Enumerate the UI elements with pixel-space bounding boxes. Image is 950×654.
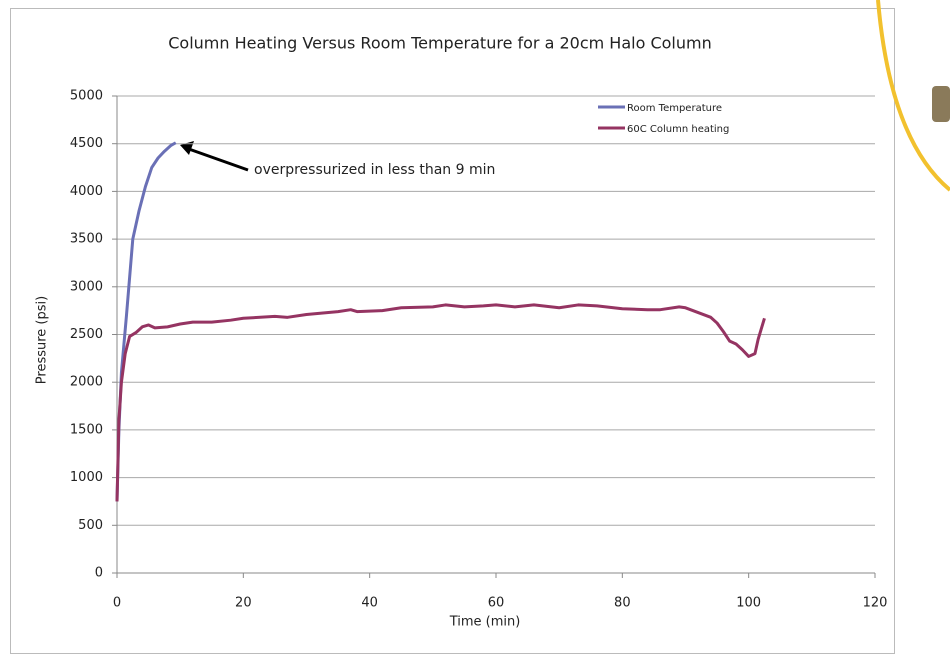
- annotation: overpressurized in less than 9 min: [254, 162, 495, 178]
- x-tick-label: 40: [361, 596, 378, 611]
- chart-title: Column Heating Versus Room Temperature f…: [168, 34, 711, 53]
- y-axis-label: Pressure (psi): [35, 296, 50, 384]
- annotation-arrowhead: [180, 141, 194, 155]
- chart: Column Heating Versus Room Temperature f…: [0, 0, 950, 654]
- y-tick-label: 1500: [70, 422, 103, 437]
- x-axis-label: Time (min): [449, 615, 521, 630]
- x-tick-label: 60: [488, 596, 505, 611]
- x-tick-label: 100: [736, 596, 761, 611]
- y-tick-label: 2500: [70, 327, 103, 342]
- annotation-arrow: [186, 148, 248, 170]
- page: {"chart_data": {"type": "line", "title":…: [0, 0, 950, 654]
- y-tick-label: 4500: [70, 136, 103, 151]
- y-tick-label: 0: [95, 566, 103, 581]
- legend-label: 60C Column heating: [627, 124, 729, 135]
- series-line: [117, 143, 176, 502]
- decor-object: [932, 86, 950, 122]
- x-tick-label: 120: [863, 596, 888, 611]
- x-tick-label: 80: [614, 596, 631, 611]
- y-tick-label: 5000: [70, 89, 103, 104]
- y-tick-label: 500: [78, 518, 103, 533]
- x-tick-label: 20: [235, 596, 252, 611]
- y-tick-label: 3500: [70, 232, 103, 247]
- y-tick-label: 2000: [70, 375, 103, 390]
- y-tick-label: 4000: [70, 184, 103, 199]
- x-tick-label: 0: [113, 596, 121, 611]
- y-tick-label: 3000: [70, 279, 103, 294]
- legend-label: Room Temperature: [627, 103, 722, 114]
- y-tick-label: 1000: [70, 470, 103, 485]
